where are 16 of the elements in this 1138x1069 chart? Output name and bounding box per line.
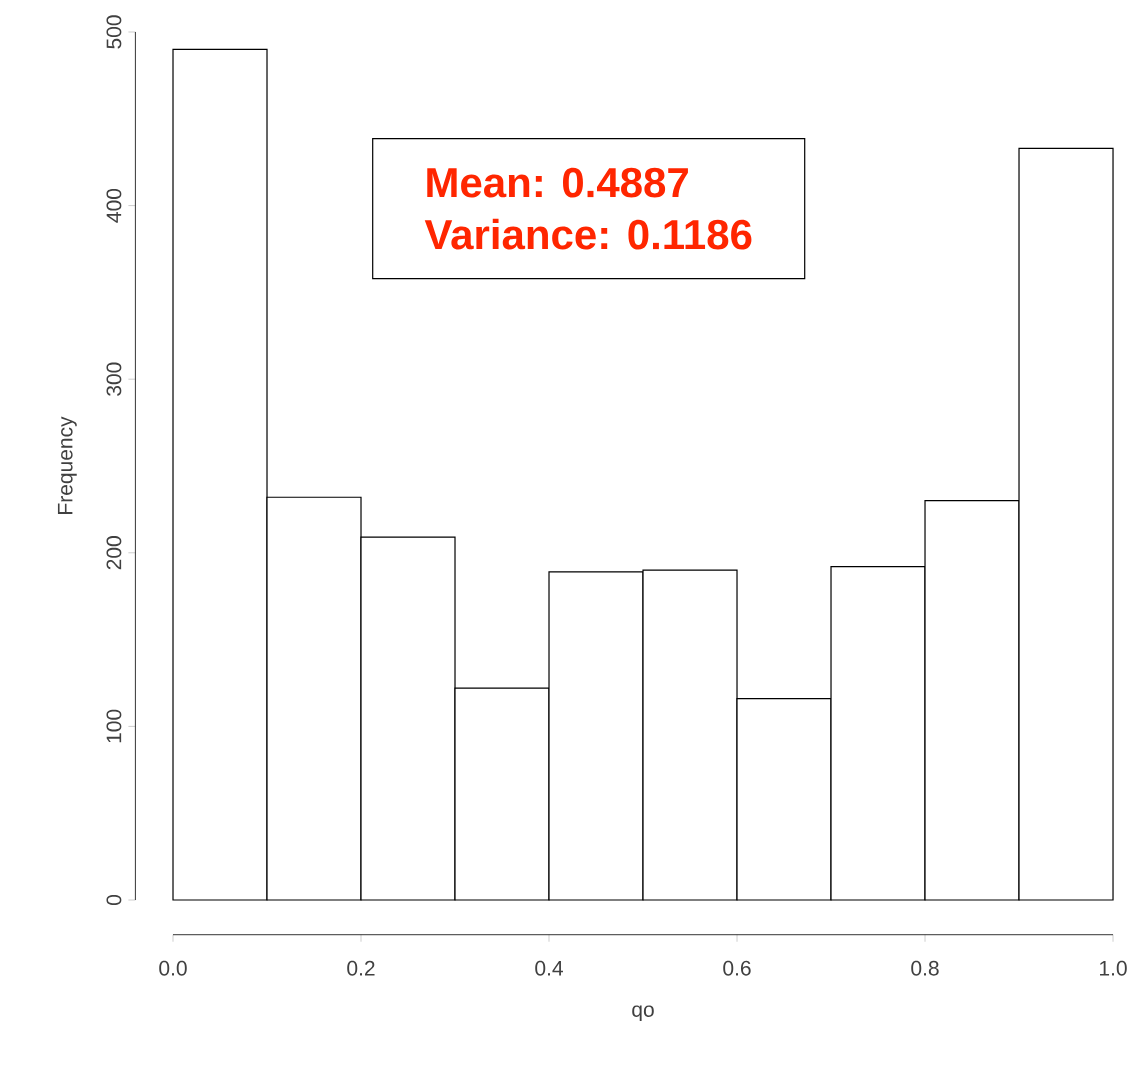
x-axis-title: qo — [632, 1005, 654, 1022]
annotation: Variance: 0.1186 — [424, 218, 752, 250]
y-tick-label: 100 — [106, 709, 122, 743]
x-tick-label: 0.0 — [159, 960, 187, 976]
y-axis-title: Frequency — [57, 416, 77, 514]
x-tick-label: 0.4 — [535, 960, 563, 976]
x-tick-label: 0.6 — [723, 960, 751, 976]
y-tick-label: 0 — [106, 894, 122, 906]
x-tick-label: 0.8 — [911, 960, 939, 976]
y-tick-label: 200 — [106, 536, 122, 570]
y-tick-label: 400 — [106, 188, 122, 223]
x-tick-label: 1.0 — [1100, 960, 1127, 976]
y-tick-label: 500 — [106, 15, 122, 49]
annotation: Mean: 0.4887 — [427, 167, 688, 198]
x-tick-label: 0.2 — [347, 960, 375, 976]
y-tick-label: 300 — [106, 362, 122, 396]
